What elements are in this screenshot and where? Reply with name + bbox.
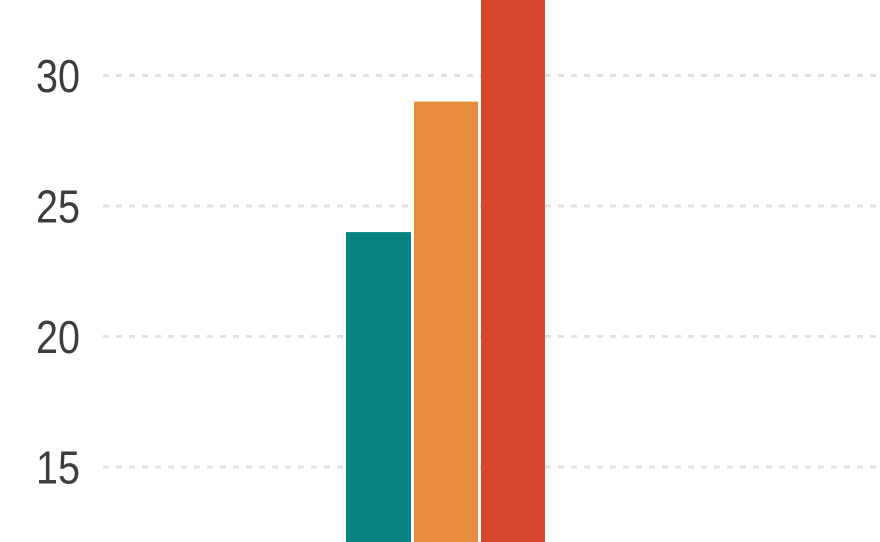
teal-bar [346,232,411,542]
red-bar [481,0,545,542]
y-axis-tick-label-30: 30 [36,50,80,102]
orange-bar [414,101,478,542]
y-axis-tick-label-25: 25 [36,181,80,233]
y-axis-tick-label-15: 15 [36,442,80,494]
y-axis-tick-label-20: 20 [36,311,80,363]
